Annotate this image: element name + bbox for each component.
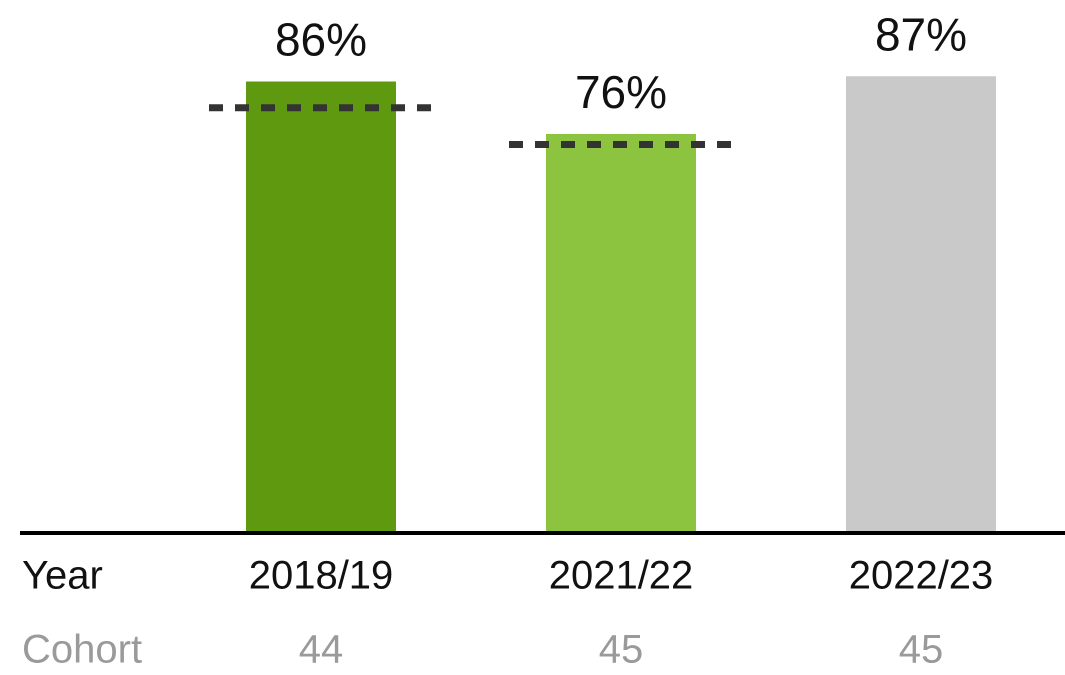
- cohort-label: Cohort: [22, 628, 142, 672]
- cohort-value: 45: [899, 628, 944, 672]
- value-label: 86%: [275, 14, 367, 66]
- value-label: 87%: [875, 8, 967, 60]
- x-tick-label: 2022/23: [849, 554, 994, 598]
- bar: [546, 134, 696, 533]
- cohort-value: 44: [299, 628, 344, 672]
- bar: [846, 76, 996, 533]
- x-tick-label: 2018/19: [249, 554, 394, 598]
- bar: [246, 81, 396, 533]
- x-axis-label: Year: [22, 554, 103, 598]
- x-tick-label: 2021/22: [549, 554, 694, 598]
- value-label: 76%: [575, 66, 667, 118]
- cohort-value: 45: [599, 628, 644, 672]
